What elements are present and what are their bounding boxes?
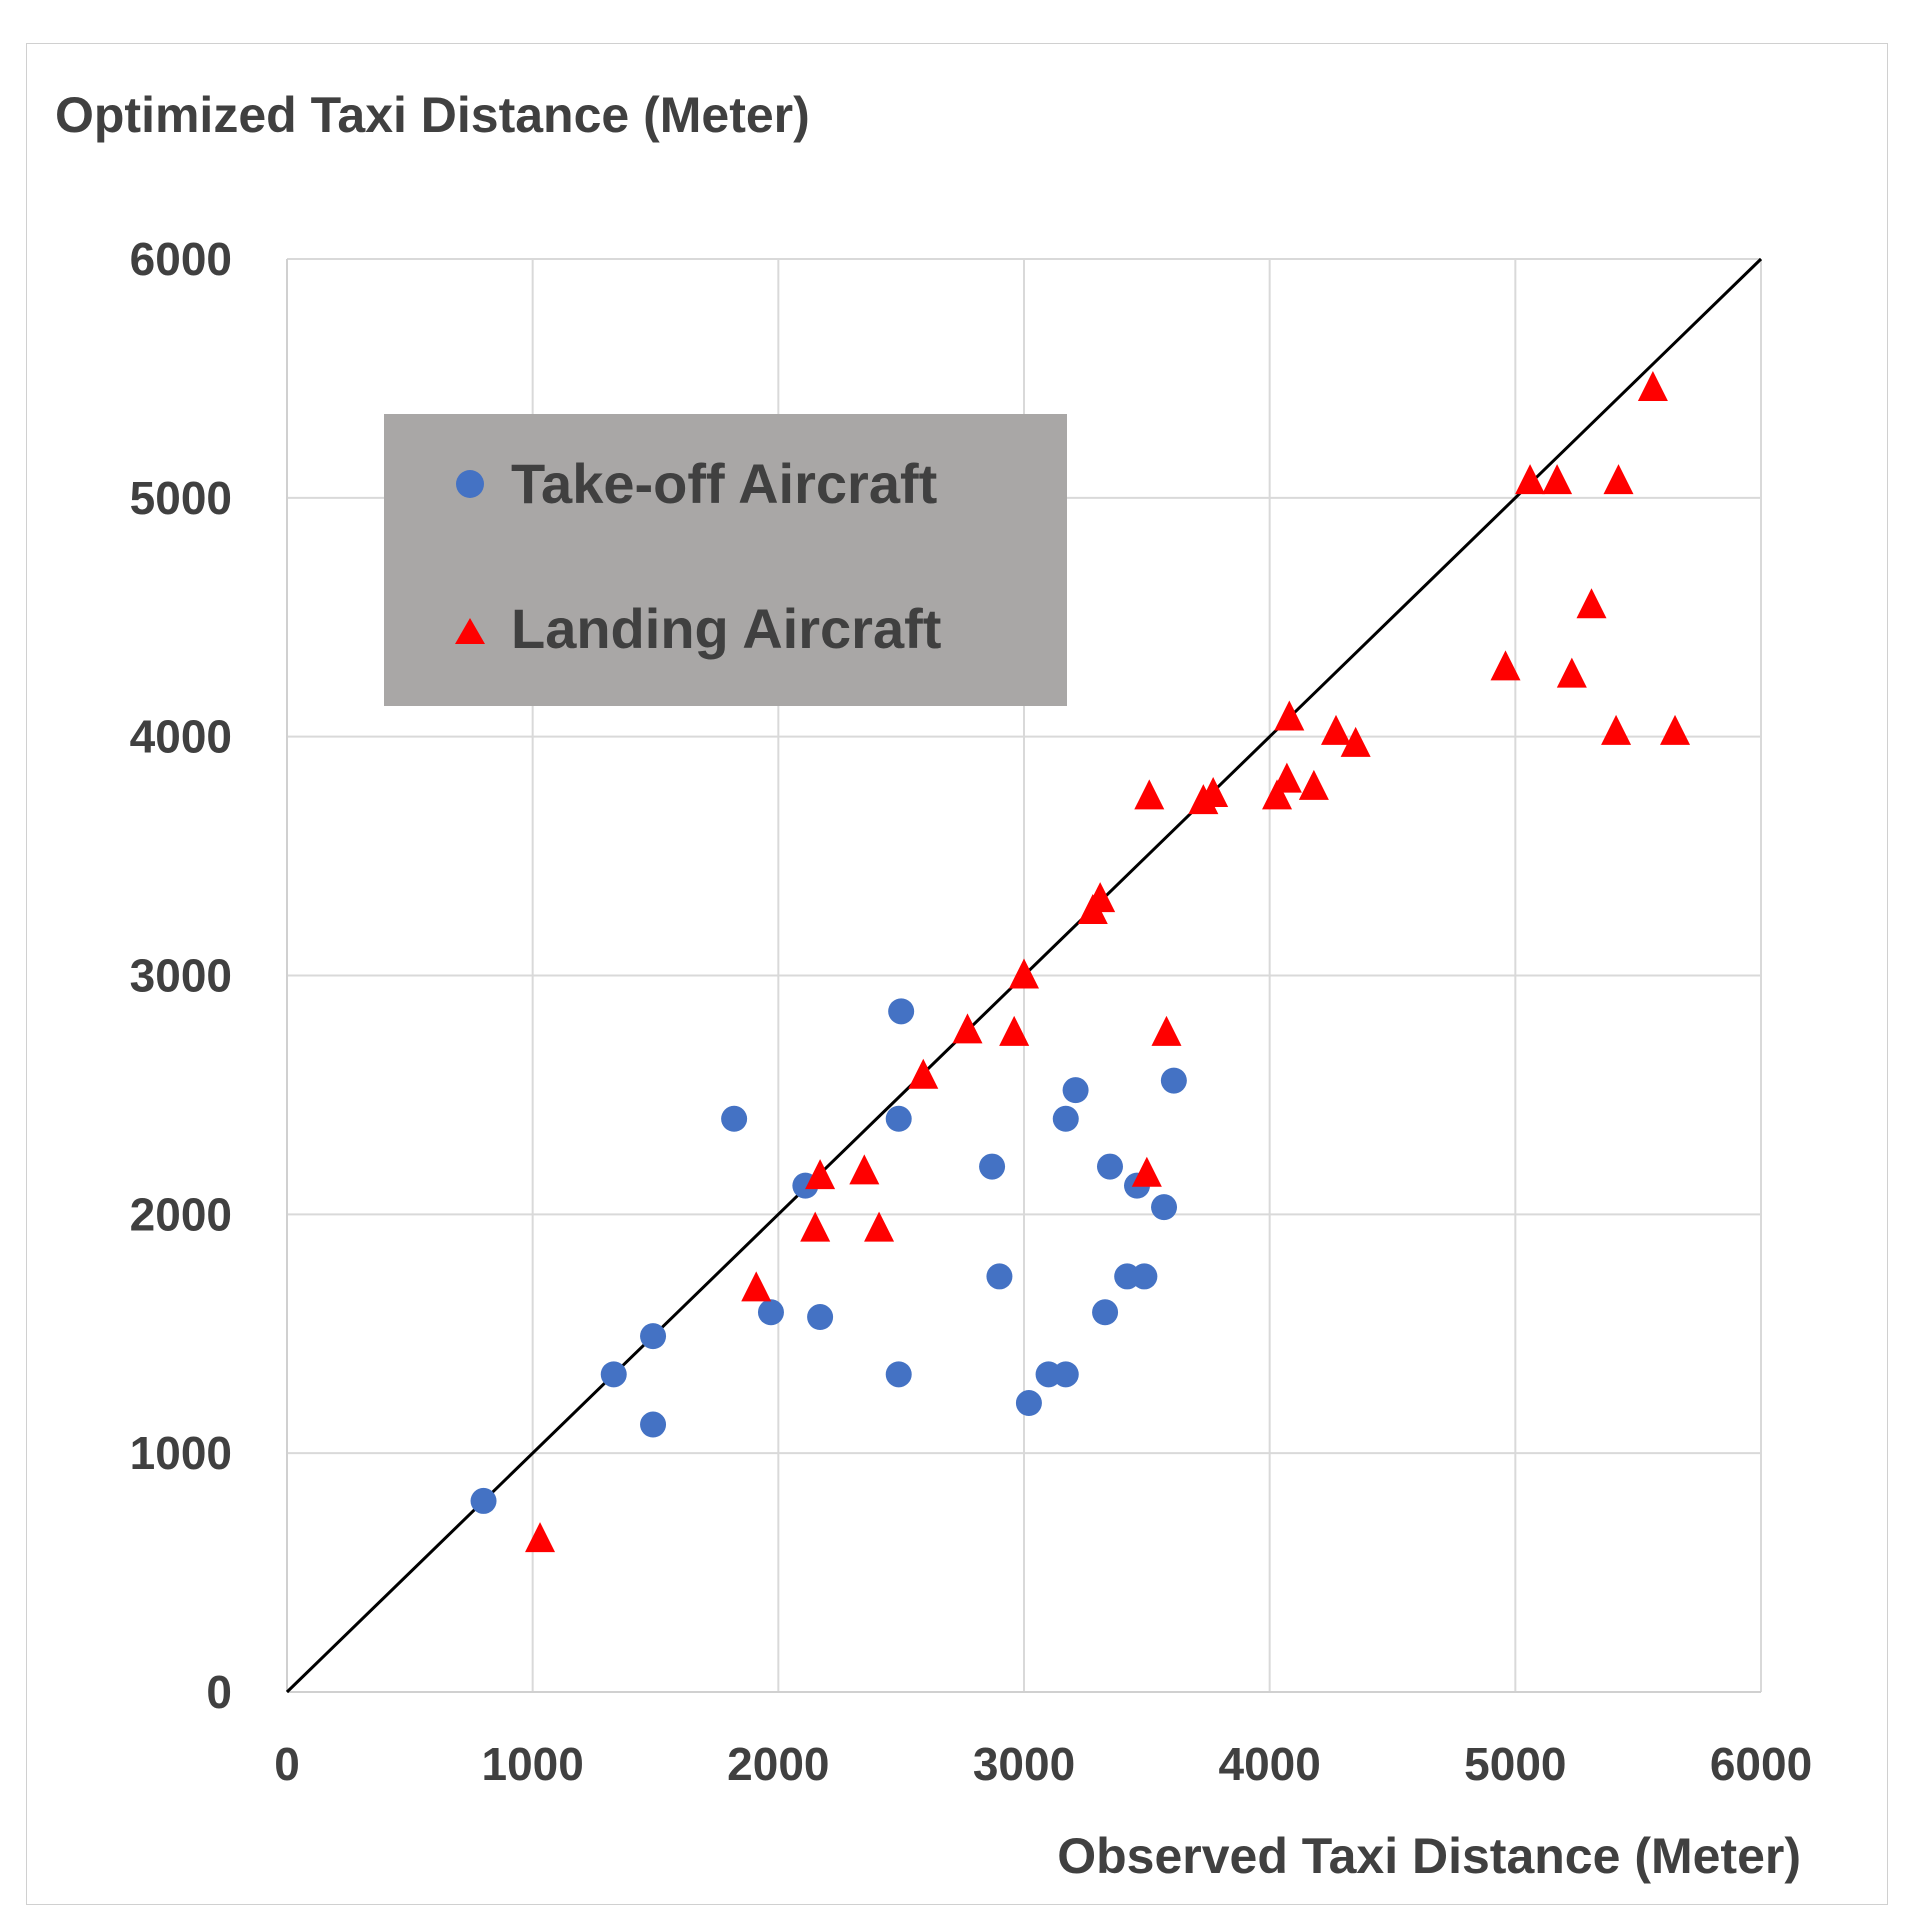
landing-point	[741, 1271, 772, 1302]
landing-point	[1262, 779, 1293, 810]
x-tick-label: 3000	[973, 1738, 1075, 1790]
takeoff-point	[600, 1361, 627, 1388]
legend-label-take-off: Take-off Aircraft	[511, 452, 937, 515]
x-tick-labels: 0 1000 2000 3000 4000 5000 6000	[274, 1738, 1812, 1790]
legend-label-landing: Landing Aircraft	[511, 597, 941, 660]
x-tick-label: 5000	[1464, 1738, 1566, 1790]
chart-frame: 0 1000 2000 3000 4000 5000 6000 0 1000 2000 3000 4…	[26, 43, 1888, 1905]
scatter-chart: 0 1000 2000 3000 4000 5000 6000 0 1000 2000 3000 4…	[55, 87, 1812, 1884]
landing-point	[1320, 714, 1351, 745]
y-tick-label: 5000	[130, 472, 232, 524]
landing-point	[1274, 700, 1305, 731]
landing-point	[1198, 776, 1229, 807]
landing-point	[1660, 714, 1691, 745]
takeoff-point	[1062, 1077, 1089, 1104]
y-tick-label: 0	[206, 1666, 232, 1718]
landing-point	[525, 1522, 556, 1553]
takeoff-point	[640, 1323, 667, 1350]
legend: Take-off Aircraft Landing Aircraft	[384, 414, 1067, 706]
landing-point	[864, 1211, 895, 1242]
landing-point	[1085, 882, 1116, 913]
takeoff-point	[888, 998, 915, 1025]
landing-point	[1601, 714, 1632, 745]
landing-point	[1576, 588, 1607, 619]
landing-point	[1134, 779, 1165, 810]
landing-point	[1131, 1156, 1162, 1187]
landing-point	[1490, 650, 1521, 681]
landing-point	[1340, 726, 1371, 757]
takeoff-point	[1151, 1194, 1178, 1221]
landing-point	[1298, 769, 1329, 800]
x-tick-label: 2000	[727, 1738, 829, 1790]
landing-point	[1271, 762, 1302, 793]
y-axis-title: Optimized Taxi Distance (Meter)	[55, 87, 810, 143]
landing-point	[800, 1211, 831, 1242]
takeoff-point	[1015, 1390, 1042, 1417]
x-tick-label: 6000	[1710, 1738, 1812, 1790]
x-axis-title: Observed Taxi Distance (Meter)	[1057, 1828, 1801, 1884]
legend-box	[384, 414, 1067, 706]
takeoff-point	[1131, 1263, 1158, 1290]
takeoff-point	[470, 1487, 497, 1514]
takeoff-point	[757, 1299, 784, 1326]
landing-point	[952, 1013, 983, 1044]
takeoff-point	[885, 1361, 912, 1388]
landing-point	[1009, 958, 1039, 989]
legend-marker-landing	[455, 618, 485, 644]
takeoff-point	[979, 1153, 1006, 1180]
y-tick-label: 2000	[130, 1188, 232, 1240]
takeoff-point	[721, 1105, 748, 1132]
landing-point	[1151, 1015, 1182, 1046]
landing-point	[1556, 657, 1587, 688]
takeoff-point	[885, 1105, 912, 1132]
legend-marker-take-off	[456, 470, 484, 498]
y-tick-label: 4000	[130, 711, 232, 763]
x-tick-label: 0	[274, 1738, 300, 1790]
landing-point	[1515, 464, 1546, 495]
y-tick-label: 1000	[130, 1427, 232, 1479]
x-tick-label: 4000	[1218, 1738, 1320, 1790]
landing-point	[999, 1015, 1030, 1046]
takeoff-point	[986, 1263, 1013, 1290]
landing-point	[805, 1159, 836, 1190]
y-tick-labels: 0 1000 2000 3000 4000 5000 6000	[130, 233, 232, 1718]
takeoff-point	[1096, 1153, 1123, 1180]
y-tick-label: 3000	[130, 950, 232, 1002]
landing-point	[1603, 464, 1634, 495]
landing-point	[908, 1058, 939, 1089]
takeoff-point	[1052, 1361, 1079, 1388]
y-tick-label: 6000	[130, 233, 232, 285]
takeoff-point	[1052, 1105, 1079, 1132]
takeoff-point	[1160, 1067, 1187, 1094]
landing-point	[849, 1154, 880, 1185]
takeoff-point	[640, 1411, 667, 1438]
takeoff-point	[1092, 1299, 1119, 1326]
landing-point	[1542, 464, 1573, 495]
takeoff-point	[807, 1304, 834, 1331]
landing-point	[1637, 370, 1668, 401]
x-tick-label: 1000	[481, 1738, 583, 1790]
data-points	[470, 370, 1691, 1553]
